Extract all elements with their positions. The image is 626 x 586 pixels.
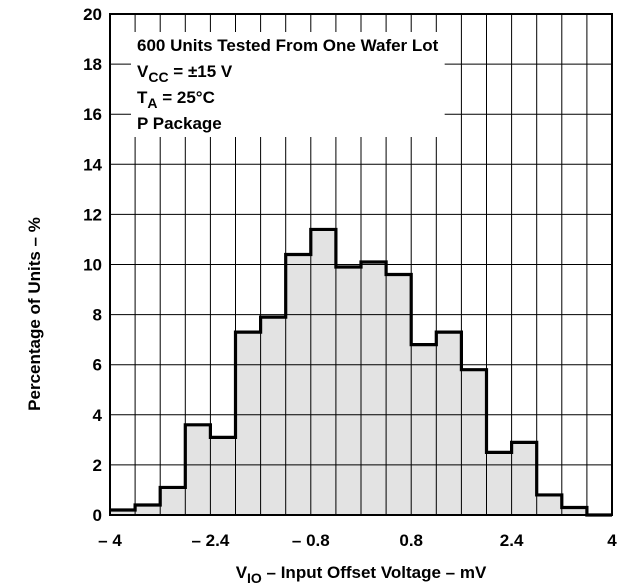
x-axis-title-rest: – Input Offset Voltage – mV: [262, 563, 487, 582]
y-tick-label: 14: [83, 155, 102, 174]
histogram-bar: [260, 317, 286, 515]
annotation-ta-part: = 25°C: [158, 88, 215, 107]
y-tick-label: 2: [93, 456, 102, 475]
y-tick-label: 18: [83, 55, 102, 74]
y-tick-label: 10: [83, 256, 102, 275]
histogram-bar: [210, 437, 236, 515]
histogram-bar: [110, 509, 136, 515]
y-tick-label: 6: [93, 356, 102, 375]
bars-fill-group: [110, 229, 587, 516]
x-axis-title-main: V: [236, 563, 248, 582]
histogram-bar: [436, 332, 462, 515]
histogram-bar: [561, 507, 587, 515]
histogram-bar: [536, 494, 562, 515]
y-tick-label: 12: [83, 205, 102, 224]
annotation-group: 600 Units Tested From One Wafer Lot VCC =…: [137, 36, 439, 133]
y-tick-label: 8: [93, 306, 102, 325]
y-tick-label: 0: [93, 506, 102, 525]
histogram-bar: [185, 424, 211, 515]
annotation-ta: TA = 25°C: [137, 88, 215, 111]
y-axis-title: Percentage of Units – %: [25, 217, 44, 411]
histogram-bar: [511, 442, 537, 515]
annotation-ta-part: T: [137, 88, 148, 107]
histogram-bar: [335, 267, 361, 515]
histogram-bar: [235, 332, 261, 515]
x-tick-labels: – 4 – 2.4 – 0.8 0.8 2.4 4: [98, 531, 617, 550]
x-tick-label: – 2.4: [191, 531, 229, 550]
histogram-bar: [386, 274, 412, 515]
histogram-bar: [160, 487, 186, 515]
histogram-bar: [361, 261, 387, 515]
annotation-ta-part: A: [147, 95, 157, 111]
x-tick-label: 2.4: [500, 531, 524, 550]
plot-frame: [109, 13, 613, 516]
histogram-outline: [110, 227, 612, 517]
y-tick-labels: 0 2 4 6 8 10 12 14 16 18 20: [83, 5, 102, 525]
annotation-lot-part: 600 Units Tested From One Wafer Lot: [137, 36, 439, 55]
annotation-vcc-part: V: [137, 62, 149, 81]
annotation-box: [131, 32, 445, 137]
annotation-pkg: P Package: [137, 114, 222, 133]
annotation-vcc: VCC = ±15 V: [137, 62, 233, 85]
x-axis-title: VIO – Input Offset Voltage – mV: [236, 563, 487, 586]
annotation-lot: 600 Units Tested From One Wafer Lot: [137, 36, 439, 55]
histogram-bar: [461, 369, 487, 515]
histogram-bar: [285, 254, 311, 516]
x-tick-label: – 0.8: [292, 531, 330, 550]
x-tick-label: 4: [607, 531, 617, 550]
histogram-bar: [310, 229, 336, 515]
annotation-pkg-part: P Package: [137, 114, 222, 133]
y-tick-label: 16: [83, 105, 102, 124]
y-tick-label: 20: [83, 5, 102, 24]
histogram-bar: [135, 504, 161, 515]
annotation-vcc-part: CC: [148, 69, 168, 85]
x-tick-label: 0.8: [399, 531, 423, 550]
y-tick-label: 4: [93, 406, 103, 425]
x-tick-label: – 4: [98, 531, 122, 550]
histogram-bar: [411, 344, 437, 515]
annotation-vcc-part: = ±15 V: [169, 62, 233, 81]
x-axis-title-subscript: IO: [247, 570, 262, 586]
histogram-bar: [486, 452, 512, 515]
histogram-outline-group: [110, 227, 612, 517]
